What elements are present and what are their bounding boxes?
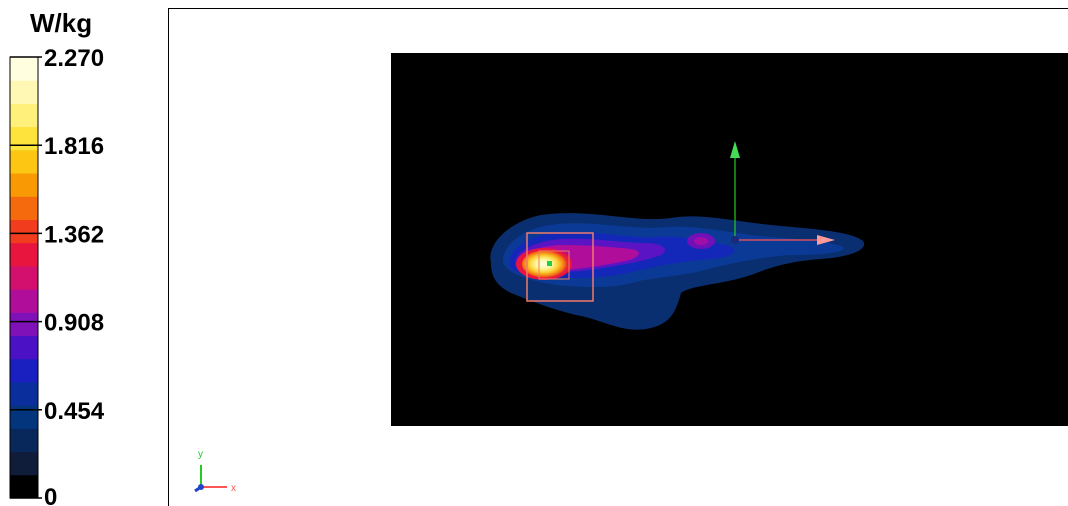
colorbar-tick-label: 1.362 — [44, 221, 104, 248]
colorbar-tick-label: 1.816 — [44, 133, 104, 160]
sar-hotspot-core — [522, 250, 570, 278]
zoom-scan-inner-box[interactable] — [538, 250, 570, 280]
colorbar-band — [10, 474, 38, 499]
triad-y-label: y — [198, 449, 203, 460]
colorbar-legend: W/kg 2.270 1.816 1.362 0.908 0.454 0 — [0, 0, 165, 506]
colorbar-band — [10, 219, 38, 244]
colorbar-band — [10, 149, 38, 174]
sar-heatmap-svg — [490, 141, 865, 330]
colorbar-band — [10, 265, 38, 290]
colorbar-band — [10, 335, 38, 360]
peak-marker[interactable] — [547, 261, 552, 266]
colorbar-tick-label: 0.454 — [44, 398, 105, 425]
colorbar-band — [10, 103, 38, 128]
orientation-triad: y x — [191, 439, 251, 499]
colorbar-band — [10, 173, 38, 197]
colorbar-tick-label: 0 — [44, 484, 57, 506]
device-y-axis-arrow — [730, 141, 740, 158]
colorbar-band — [10, 57, 38, 81]
sar-secondary-spot-2 — [694, 237, 708, 245]
colorbar-band — [10, 381, 38, 406]
colorbar-band — [10, 312, 38, 337]
sar-distribution-plot[interactable] — [391, 53, 1068, 426]
device-origin — [731, 236, 739, 244]
colorbar-band — [10, 289, 38, 313]
colorbar-bands — [9, 56, 39, 499]
colorbar-tick-label: 0.908 — [44, 310, 104, 337]
colorbar-band — [10, 242, 38, 267]
colorbar-band — [10, 126, 38, 151]
zoom-scan-outer-box[interactable] — [526, 232, 594, 302]
colorbar-ticks: 2.270 1.816 1.362 0.908 0.454 0 — [10, 45, 105, 506]
colorbar-band — [10, 358, 38, 383]
triad-x-label: x — [231, 483, 236, 494]
triad-svg: y x — [194, 449, 236, 494]
colorbar-band — [10, 451, 38, 476]
triad-origin — [198, 484, 204, 490]
colorbar-band — [10, 196, 38, 220]
device-x-axis-arrow — [817, 235, 835, 245]
colorbar-tick-label: 2.270 — [44, 45, 104, 72]
colorbar-unit-label: W/kg — [30, 8, 92, 38]
colorbar-svg: W/kg 2.270 1.816 1.362 0.908 0.454 0 — [9, 8, 105, 506]
colorbar-band — [10, 428, 38, 453]
colorbar-band — [10, 80, 38, 104]
render-viewport[interactable]: y x — [168, 8, 1068, 506]
colorbar-band — [10, 405, 38, 429]
